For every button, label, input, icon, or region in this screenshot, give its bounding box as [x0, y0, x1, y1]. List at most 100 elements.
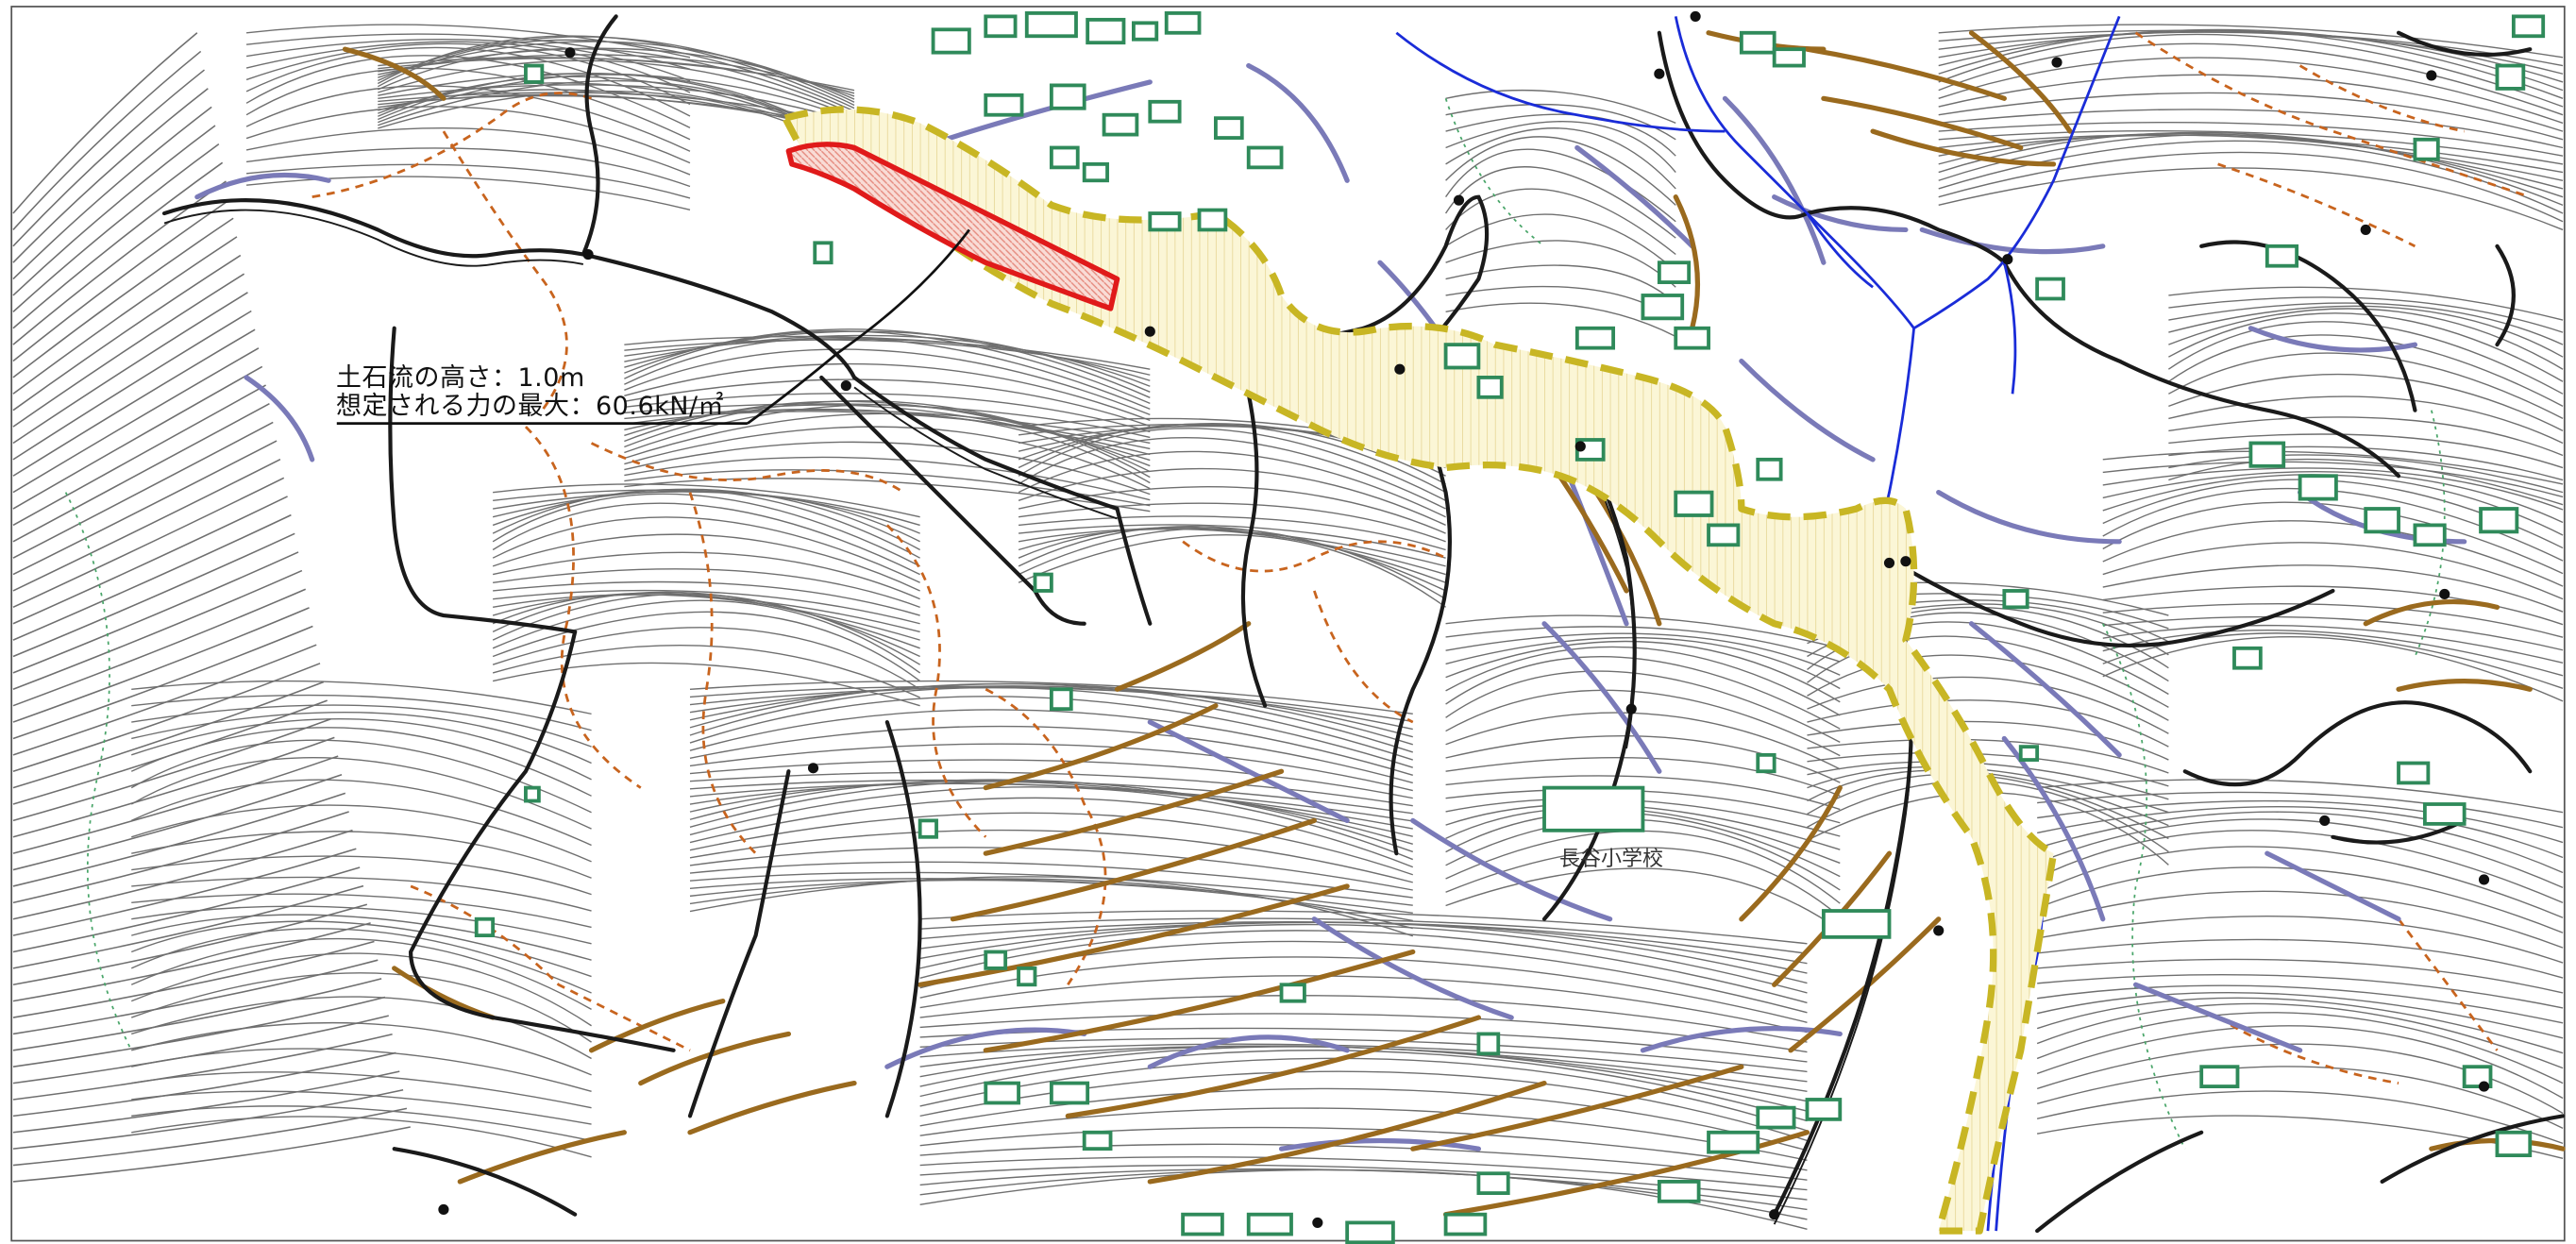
contour-line: [689, 876, 1413, 937]
contour-line: [131, 876, 592, 912]
contour-line: [12, 644, 317, 756]
contour-line: [12, 477, 285, 609]
building: [1279, 983, 1306, 1003]
debris-flow-force-label: 想定される力の最大：60.6kN/㎡: [336, 392, 725, 421]
building: [524, 785, 541, 803]
contour-line: [12, 848, 357, 936]
contour-line: [2102, 461, 2564, 498]
contour-line: [919, 1126, 1808, 1171]
road-node: [1690, 10, 1701, 22]
contour-line: [12, 347, 260, 494]
building: [1181, 1212, 1224, 1236]
building: [2422, 802, 2467, 826]
road-node: [840, 380, 851, 392]
contour-line: [1018, 428, 1446, 501]
contour-line: [689, 743, 1413, 792]
contour-line: [245, 24, 691, 59]
contour-line: [1938, 74, 2564, 132]
contour-line: [1445, 636, 1841, 690]
building: [1246, 1212, 1293, 1236]
building: [1214, 116, 1244, 140]
contour-line: [12, 328, 256, 477]
contour-line: [2037, 973, 2564, 1009]
building: [2511, 14, 2546, 39]
building: [1033, 572, 1053, 593]
contour-line: [493, 580, 920, 616]
contour-line: [2102, 635, 2564, 702]
contour-line: [131, 855, 592, 896]
contour-line: [689, 779, 1413, 845]
contour-line: [2102, 470, 2564, 524]
contour-line: [689, 725, 1413, 784]
contour-line: [2036, 1090, 2564, 1145]
contour-line: [2036, 992, 2564, 1039]
contour-line: [492, 493, 920, 567]
contour-line: [493, 594, 920, 633]
road-node: [2002, 254, 2013, 265]
contour-line: [2037, 958, 2564, 994]
contour-line: [12, 440, 278, 576]
building: [1443, 1212, 1488, 1236]
contour-line: [2036, 830, 2564, 903]
contour-line: [130, 757, 592, 830]
contour-line: [2036, 997, 2564, 1054]
contour-line: [2102, 564, 2564, 613]
callout-leader-line: [336, 228, 970, 425]
contour-line: [492, 502, 920, 576]
contour-line: [689, 871, 1413, 906]
building: [1049, 1081, 1090, 1105]
contour-line: [1938, 28, 2564, 92]
contour-line: [12, 161, 224, 329]
contour-line: [624, 335, 1151, 370]
road-node: [2439, 588, 2450, 600]
contour-line: [492, 488, 920, 551]
contour-line: [1938, 121, 2564, 157]
contour-line: [1938, 133, 2564, 206]
contour-line: [689, 686, 1413, 761]
road-node: [2478, 874, 2490, 885]
contour-line: [2168, 416, 2564, 457]
contour-line: [245, 41, 691, 93]
contour-line: [12, 236, 238, 395]
building: [1345, 1220, 1395, 1244]
contour-line: [1807, 751, 2169, 787]
contour-line: [1445, 640, 1841, 703]
contour-line: [131, 996, 592, 1060]
contour-line: [12, 217, 234, 378]
contour-line: [12, 106, 212, 280]
contour-line: [492, 645, 920, 698]
building: [1657, 261, 1692, 284]
contour-line: [12, 884, 364, 969]
building: [1707, 1130, 1760, 1154]
contour-line: [1018, 524, 1446, 559]
contour-line: [131, 680, 592, 715]
contour-line: [12, 365, 263, 510]
contour-line: [1018, 528, 1446, 567]
contour-line: [12, 551, 299, 674]
contour-line: [1938, 42, 2564, 116]
contour-line: [689, 686, 1413, 731]
contour-line: [245, 147, 691, 188]
contour-line: [2167, 334, 2564, 407]
contour-line: [919, 1107, 1808, 1162]
debris-flow-hazard-zone[interactable]: [782, 106, 2058, 1235]
contour-line: [12, 458, 281, 592]
building: [1674, 326, 1710, 350]
special-hazard-zone[interactable]: [785, 142, 1120, 311]
contour-line: [12, 384, 266, 527]
building: [1674, 490, 1714, 517]
contour-line: [919, 910, 1808, 945]
contour-line: [130, 937, 592, 1010]
road-node: [1900, 556, 1911, 567]
contour-line: [1807, 654, 2169, 721]
contour-line: [12, 143, 220, 312]
contour-line: [919, 1037, 1808, 1073]
building: [1821, 909, 1892, 939]
contour-line: [12, 1015, 389, 1084]
building: [1197, 208, 1228, 232]
contour-line: [492, 599, 921, 674]
contour-line: [2168, 454, 2564, 494]
contour-line: [1445, 188, 1676, 256]
